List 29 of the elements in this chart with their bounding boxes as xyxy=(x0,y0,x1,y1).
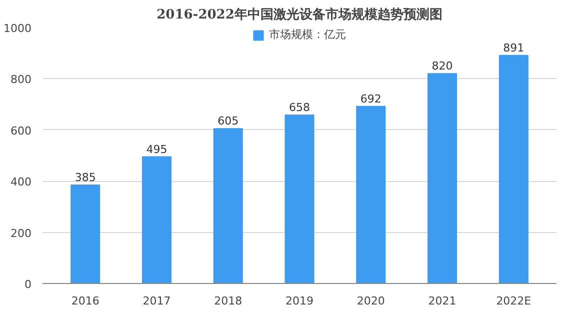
data-label: 605 xyxy=(218,114,239,128)
bar xyxy=(213,128,243,284)
y-tick-label: 0 xyxy=(24,278,32,291)
data-label: 891 xyxy=(503,41,524,54)
x-tick-label: 2016 xyxy=(71,294,100,308)
x-tick-label: 2017 xyxy=(142,294,171,308)
y-tick-label: 800 xyxy=(10,73,32,86)
x-tick-label: 2019 xyxy=(286,294,314,308)
x-tick-label: 2021 xyxy=(428,294,456,308)
bar xyxy=(142,156,172,284)
x-tick-label: 2022E xyxy=(496,294,532,308)
bar xyxy=(284,114,314,284)
y-tick-label: 600 xyxy=(10,124,32,138)
bar xyxy=(498,54,528,284)
x-tick-label: 2020 xyxy=(356,294,385,308)
y-tick-label: 400 xyxy=(10,176,32,189)
data-label: 692 xyxy=(360,92,382,106)
x-tick-label: 2018 xyxy=(214,294,242,308)
data-label: 658 xyxy=(289,101,310,114)
data-label: 495 xyxy=(146,142,168,156)
bar xyxy=(428,73,458,284)
y-tick-label: 1000 xyxy=(4,22,32,35)
y-tick-label: 200 xyxy=(10,226,32,240)
bar xyxy=(70,184,100,284)
bar xyxy=(356,106,386,284)
legend-label: 市场规模：亿元 xyxy=(269,27,346,42)
chart-title: 2016-2022年中国激光设备市场规模趋势预测图 xyxy=(156,6,442,22)
data-label: 820 xyxy=(432,60,453,73)
data-label: 385 xyxy=(74,170,96,184)
